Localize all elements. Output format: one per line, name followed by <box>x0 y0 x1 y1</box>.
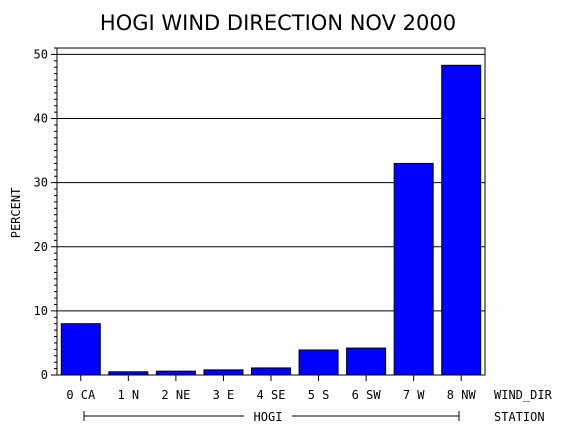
y-tick-label: 20 <box>34 240 48 254</box>
bar <box>251 367 291 376</box>
y-tick-label: 0 <box>41 368 48 382</box>
x-tick-label: 5 S <box>308 388 330 402</box>
y-axis-ticks: 0 10 20 30 40 50 <box>34 47 57 382</box>
x-axis-ticks: 0 CA 1 N 2 NE 3 E 4 SE 5 S 6 SW 7 W 8 NW <box>66 375 476 402</box>
x-axis-label: WIND_DIR <box>494 388 553 402</box>
bar <box>393 162 434 376</box>
x-tick-label: 6 SW <box>352 388 382 402</box>
group-axis-label: STATION <box>494 410 545 424</box>
bars <box>60 64 482 376</box>
bar <box>60 323 101 376</box>
x-tick-label: 4 SE <box>257 388 286 402</box>
group-label-bg <box>244 409 292 423</box>
bar <box>346 347 387 376</box>
y-axis-label: PERCENT <box>9 188 23 239</box>
bar <box>298 349 339 376</box>
bar <box>155 370 196 376</box>
chart-title: HOGI WIND DIRECTION NOV 2000 <box>100 11 456 35</box>
x-tick-label: 2 NE <box>161 388 190 402</box>
x-tick-label: 1 N <box>117 388 139 402</box>
y-tick-label: 50 <box>34 47 48 61</box>
bar <box>441 64 482 376</box>
y-tick-label: 30 <box>34 176 48 190</box>
x-tick-label: 3 E <box>213 388 235 402</box>
x-tick-label: 7 W <box>403 388 425 402</box>
x-tick-label: 8 NW <box>447 388 477 402</box>
bar <box>203 369 244 376</box>
group-label: HOGI <box>254 410 283 424</box>
y-tick-label: 40 <box>34 112 48 126</box>
x-tick-label: 0 CA <box>66 388 96 402</box>
y-tick-label: 10 <box>34 304 48 318</box>
